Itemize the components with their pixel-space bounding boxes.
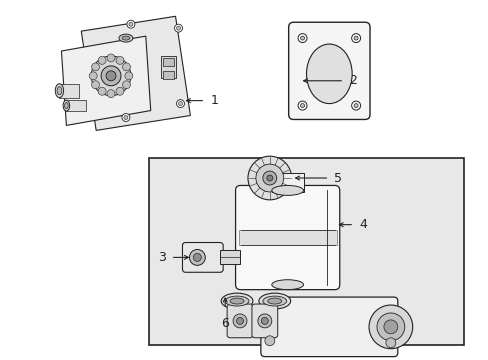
Circle shape	[353, 36, 357, 40]
Circle shape	[266, 175, 272, 181]
Circle shape	[107, 90, 115, 98]
Circle shape	[376, 313, 404, 341]
Circle shape	[261, 318, 268, 324]
Circle shape	[263, 171, 276, 185]
Circle shape	[176, 26, 180, 30]
FancyBboxPatch shape	[260, 297, 397, 357]
Ellipse shape	[221, 293, 252, 309]
Circle shape	[124, 72, 133, 80]
Circle shape	[98, 57, 106, 64]
Circle shape	[300, 36, 304, 40]
Ellipse shape	[271, 185, 303, 195]
Ellipse shape	[267, 298, 281, 304]
Bar	[220, 251, 240, 264]
FancyBboxPatch shape	[235, 185, 339, 290]
Circle shape	[178, 102, 182, 105]
Ellipse shape	[119, 34, 133, 42]
Circle shape	[116, 87, 123, 95]
Ellipse shape	[258, 293, 290, 309]
Circle shape	[351, 33, 360, 42]
Circle shape	[123, 116, 128, 120]
Bar	[66, 100, 86, 111]
Bar	[163, 58, 173, 66]
Ellipse shape	[122, 36, 130, 40]
Circle shape	[122, 113, 130, 121]
Ellipse shape	[63, 100, 69, 111]
Circle shape	[233, 314, 246, 328]
Circle shape	[98, 87, 106, 95]
Circle shape	[255, 164, 283, 192]
Circle shape	[89, 72, 97, 80]
Circle shape	[298, 33, 306, 42]
Bar	[163, 71, 173, 79]
Circle shape	[236, 318, 243, 324]
Ellipse shape	[271, 280, 303, 290]
Circle shape	[91, 56, 131, 96]
Circle shape	[116, 57, 123, 64]
Ellipse shape	[64, 103, 68, 109]
Circle shape	[385, 338, 395, 348]
Circle shape	[176, 100, 184, 108]
Circle shape	[351, 101, 360, 110]
Ellipse shape	[306, 44, 351, 104]
Text: 2: 2	[348, 74, 356, 87]
Text: 6: 6	[221, 317, 228, 330]
Circle shape	[122, 81, 130, 89]
Bar	[161, 56, 175, 78]
Bar	[271, 172, 303, 192]
Circle shape	[368, 305, 412, 349]
Bar	[148, 158, 463, 345]
Circle shape	[298, 101, 306, 110]
Ellipse shape	[55, 84, 63, 98]
Text: 4: 4	[358, 218, 366, 231]
Circle shape	[383, 320, 397, 334]
Circle shape	[353, 104, 357, 108]
Circle shape	[107, 54, 115, 62]
Bar	[60, 84, 79, 98]
Circle shape	[189, 249, 205, 265]
FancyBboxPatch shape	[251, 304, 277, 338]
Ellipse shape	[224, 296, 248, 306]
Circle shape	[101, 66, 121, 86]
Polygon shape	[81, 16, 190, 130]
FancyBboxPatch shape	[288, 22, 369, 120]
Circle shape	[106, 71, 116, 81]
Circle shape	[122, 63, 130, 71]
Circle shape	[193, 253, 201, 261]
Circle shape	[127, 20, 135, 28]
FancyBboxPatch shape	[226, 304, 252, 338]
Circle shape	[129, 22, 133, 26]
Circle shape	[300, 104, 304, 108]
Circle shape	[174, 24, 182, 32]
Circle shape	[257, 314, 271, 328]
Circle shape	[91, 63, 100, 71]
FancyBboxPatch shape	[182, 243, 223, 272]
Text: 5: 5	[334, 171, 342, 185]
Circle shape	[247, 156, 291, 200]
Bar	[238, 230, 336, 246]
Text: 3: 3	[158, 251, 165, 264]
Circle shape	[264, 336, 274, 346]
Text: 1: 1	[210, 94, 218, 107]
Ellipse shape	[263, 296, 286, 306]
Ellipse shape	[230, 298, 244, 304]
Polygon shape	[61, 36, 150, 125]
Ellipse shape	[57, 87, 61, 95]
Circle shape	[91, 81, 100, 89]
